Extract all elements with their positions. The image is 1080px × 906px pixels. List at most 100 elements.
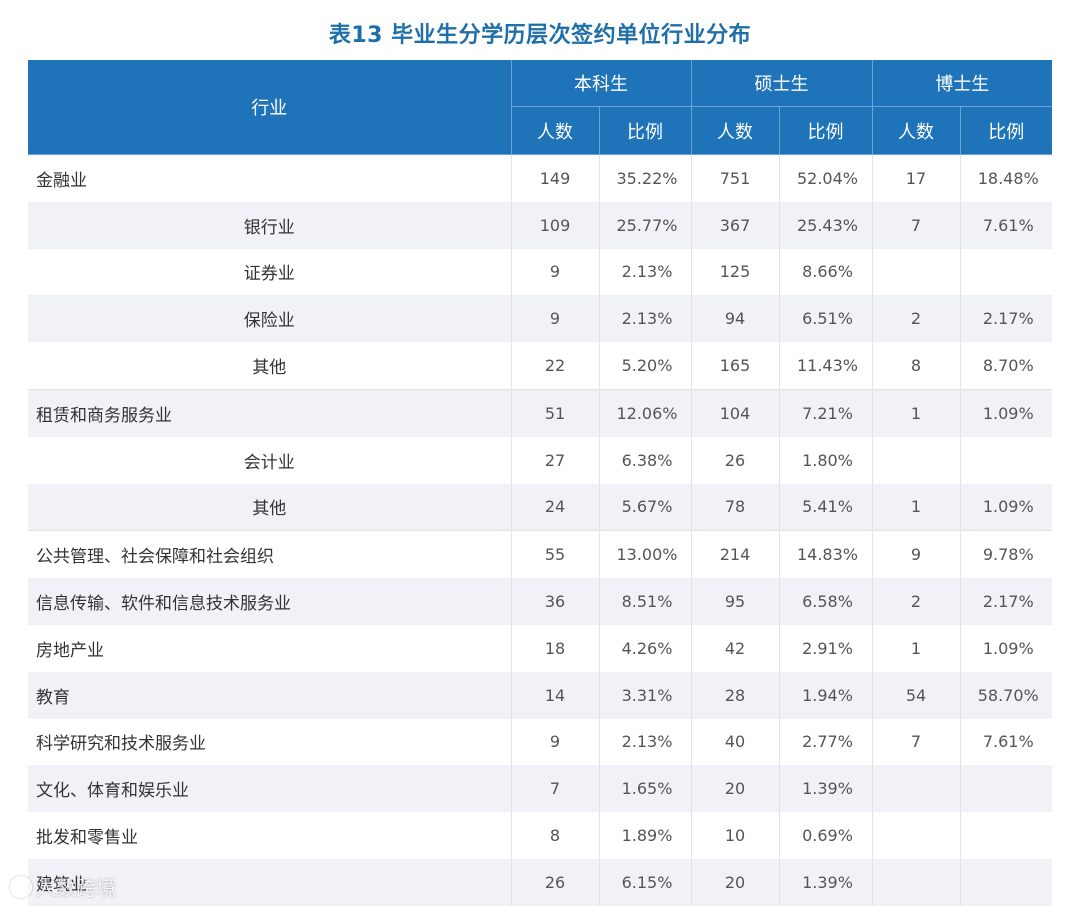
table-row: 公共管理、社会保障和社会组织 55 13.00% 214 14.83% 9 9.78% — [28, 530, 1052, 579]
master-count-cell: 104 — [691, 388, 780, 437]
doctor-ratio-cell: 1.09% — [960, 624, 1052, 672]
table-row: 科学研究和技术服务业 9 2.13% 40 2.77% 7 7.61% — [28, 718, 1052, 766]
master-count-cell: 42 — [691, 624, 780, 672]
undergraduate-ratio-cell: 8.51% — [599, 578, 692, 625]
header-doctor-ratio: 比例 — [960, 106, 1052, 155]
doctor-ratio-cell: 9.78% — [960, 530, 1052, 579]
master-ratio-cell: 1.94% — [779, 671, 873, 719]
undergraduate-ratio-cell: 6.15% — [599, 858, 692, 906]
master-count-cell: 20 — [691, 765, 780, 813]
industry-cell: 其他 — [28, 342, 512, 390]
master-count-cell: 165 — [691, 342, 780, 390]
header-undergraduate-ratio: 比例 — [599, 106, 692, 155]
doctor-count-cell: 54 — [872, 671, 961, 719]
table-row: 其他 22 5.20% 165 11.43% 8 8.70% — [28, 342, 1052, 390]
undergraduate-count-cell: 36 — [511, 578, 600, 625]
table-row: 银行业 109 25.77% 367 25.43% 7 7.61% — [28, 201, 1052, 249]
undergraduate-count-cell: 9 — [511, 248, 600, 296]
industry-cell: 金融业 — [28, 154, 512, 202]
undergraduate-ratio-cell: 1.65% — [599, 765, 692, 813]
doctor-count-cell: 9 — [872, 530, 961, 579]
table-title: 表13 毕业生分学历层次签约单位行业分布 — [328, 23, 752, 48]
doctor-count-cell — [872, 248, 961, 296]
undergraduate-count-cell: 55 — [511, 530, 600, 579]
undergraduate-ratio-cell: 6.38% — [599, 436, 692, 484]
industry-cell: 科学研究和技术服务业 — [28, 718, 512, 766]
doctor-ratio-cell — [960, 812, 1052, 859]
doctor-ratio-cell: 7.61% — [960, 718, 1052, 766]
doctor-count-cell: 2 — [872, 578, 961, 625]
doctor-ratio-cell: 18.48% — [960, 154, 1052, 202]
undergraduate-ratio-cell: 2.13% — [599, 248, 692, 296]
undergraduate-ratio-cell: 5.67% — [599, 483, 692, 531]
master-ratio-cell: 1.39% — [779, 765, 873, 813]
master-count-cell: 125 — [691, 248, 780, 296]
doctor-ratio-cell — [960, 765, 1052, 813]
doctor-count-cell: 8 — [872, 342, 961, 390]
doctor-count-cell: 1 — [872, 388, 961, 437]
industry-distribution-table: 行业 本科生 硕士生 博士生 人数 比例 人数 比例 人数 比例 金融业 149 3… — [28, 60, 1052, 906]
master-ratio-cell: 6.51% — [779, 295, 873, 343]
master-ratio-cell: 25.43% — [779, 201, 873, 249]
undergraduate-count-cell: 8 — [511, 812, 600, 859]
undergraduate-count-cell: 27 — [511, 436, 600, 484]
master-ratio-cell: 1.80% — [779, 436, 873, 484]
industry-cell: 银行业 — [28, 201, 512, 249]
undergraduate-count-cell: 109 — [511, 201, 600, 249]
undergraduate-count-cell: 9 — [511, 718, 600, 766]
master-ratio-cell: 1.39% — [779, 858, 873, 906]
header-undergraduate-count: 人数 — [511, 106, 600, 155]
doctor-ratio-cell: 7.61% — [960, 201, 1052, 249]
master-count-cell: 214 — [691, 530, 780, 579]
doctor-count-cell — [872, 436, 961, 484]
industry-cell: 会计业 — [28, 436, 512, 484]
undergraduate-count-cell: 51 — [511, 388, 600, 437]
table-row: 保险业 9 2.13% 94 6.51% 2 2.17% — [28, 295, 1052, 343]
industry-cell: 租赁和商务服务业 — [28, 388, 512, 437]
undergraduate-ratio-cell: 1.89% — [599, 812, 692, 859]
master-ratio-cell: 2.91% — [779, 624, 873, 672]
industry-cell: 信息传输、软件和信息技术服务业 — [28, 578, 512, 625]
header-industry: 行业 — [28, 60, 512, 155]
doctor-ratio-cell: 2.17% — [960, 295, 1052, 343]
doctor-ratio-cell: 1.09% — [960, 388, 1052, 437]
undergraduate-ratio-cell: 2.13% — [599, 295, 692, 343]
industry-cell: 其他 — [28, 483, 512, 531]
industry-cell: 证券业 — [28, 248, 512, 296]
undergraduate-ratio-cell: 4.26% — [599, 624, 692, 672]
table-row: 金融业 149 35.22% 751 52.04% 17 18.48% — [28, 154, 1052, 202]
table-row: 会计业 27 6.38% 26 1.80% — [28, 436, 1052, 484]
undergraduate-ratio-cell: 3.31% — [599, 671, 692, 719]
table-row: 其他 24 5.67% 78 5.41% 1 1.09% — [28, 483, 1052, 531]
industry-cell: 批发和零售业 — [28, 812, 512, 859]
doctor-ratio-cell — [960, 248, 1052, 296]
undergraduate-count-cell: 24 — [511, 483, 600, 531]
industry-cell: 教育 — [28, 671, 512, 719]
undergraduate-ratio-cell: 13.00% — [599, 530, 692, 579]
master-ratio-cell: 6.58% — [779, 578, 873, 625]
table-row: 信息传输、软件和信息技术服务业 36 8.51% 95 6.58% 2 2.17% — [28, 578, 1052, 625]
master-ratio-cell: 7.21% — [779, 388, 873, 437]
master-count-cell: 10 — [691, 812, 780, 859]
undergraduate-count-cell: 149 — [511, 154, 600, 202]
doctor-count-cell: 7 — [872, 201, 961, 249]
industry-cell: 建筑业 — [28, 858, 512, 906]
undergraduate-ratio-cell: 35.22% — [599, 154, 692, 202]
master-ratio-cell: 11.43% — [779, 342, 873, 390]
undergraduate-count-cell: 7 — [511, 765, 600, 813]
master-ratio-cell: 14.83% — [779, 530, 873, 579]
table-row: 文化、体育和娱乐业 7 1.65% 20 1.39% — [28, 765, 1052, 813]
header-doctor-count: 人数 — [872, 106, 961, 155]
master-count-cell: 40 — [691, 718, 780, 766]
master-count-cell: 95 — [691, 578, 780, 625]
master-ratio-cell: 5.41% — [779, 483, 873, 531]
master-count-cell: 367 — [691, 201, 780, 249]
master-count-cell: 28 — [691, 671, 780, 719]
undergraduate-ratio-cell: 5.20% — [599, 342, 692, 390]
table-row: 房地产业 18 4.26% 42 2.91% 1 1.09% — [28, 624, 1052, 672]
table-row: 租赁和商务服务业 51 12.06% 104 7.21% 1 1.09% — [28, 388, 1052, 437]
table-row: 教育 14 3.31% 28 1.94% 54 58.70% — [28, 671, 1052, 719]
undergraduate-ratio-cell: 25.77% — [599, 201, 692, 249]
doctor-ratio-cell: 58.70% — [960, 671, 1052, 719]
doctor-count-cell: 17 — [872, 154, 961, 202]
